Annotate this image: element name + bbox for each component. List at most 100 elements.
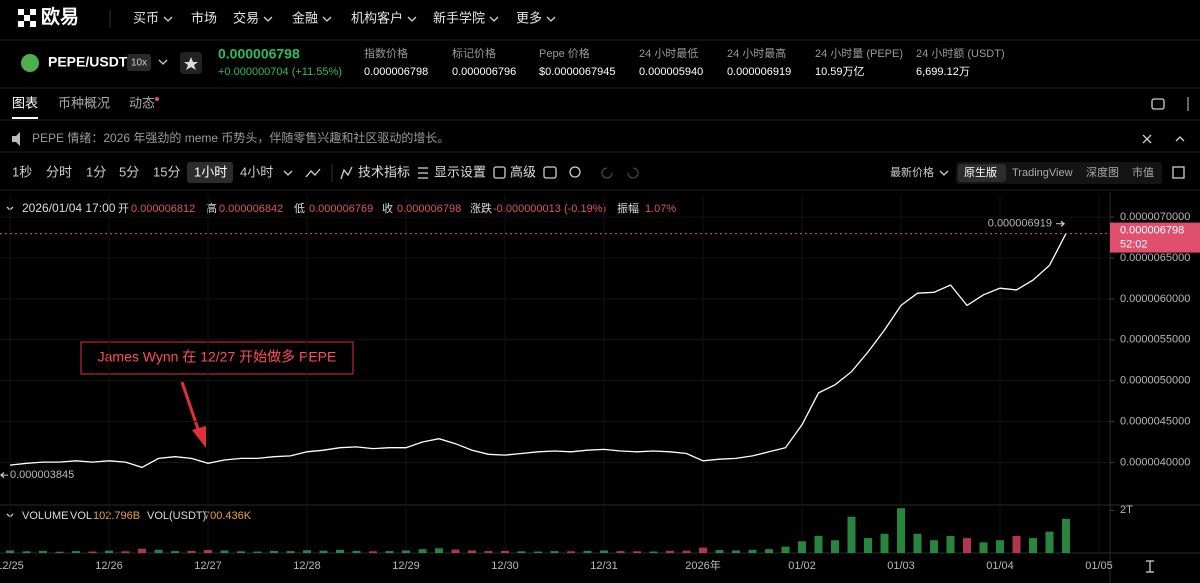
nav-item[interactable]: 买币	[133, 10, 159, 25]
volume-bar	[930, 540, 938, 553]
stat-value: $0.0000067945	[539, 66, 615, 78]
y-tick-label: 0.0000060000	[1120, 293, 1190, 305]
price-change: +0.000000704 (+11.55%)	[218, 66, 342, 78]
interval-dropdown[interactable]	[283, 170, 293, 176]
volume-bar	[55, 551, 64, 553]
nav-item[interactable]: 机构客户	[351, 10, 403, 25]
y-tick-label: 0.0000045000	[1120, 415, 1190, 427]
stat-label: 标记价格	[452, 46, 496, 60]
volume-bar	[501, 550, 509, 553]
x-tick-label: 01/05	[1085, 560, 1113, 572]
leverage-badge	[127, 54, 151, 71]
volume-bar	[550, 551, 559, 553]
x-tick-label: 12/25	[0, 560, 24, 572]
collapse-icon[interactable]	[1175, 136, 1185, 142]
fullscreen-icon[interactable]	[1172, 166, 1185, 179]
volume-bar	[319, 550, 328, 553]
volume-bar	[286, 551, 295, 553]
gear-icon[interactable]	[569, 166, 581, 178]
stat-value: 10.59万亿	[815, 65, 865, 78]
nav-item[interactable]: 金融	[292, 10, 318, 25]
volume-bar	[369, 551, 377, 553]
price-type-dropdown[interactable]	[939, 170, 949, 176]
last-price-box	[1110, 222, 1200, 253]
dropdown-chevron	[263, 16, 273, 22]
nav-item[interactable]: 市场	[191, 10, 217, 25]
volume-bar	[352, 550, 361, 553]
interval[interactable]: 5分	[119, 164, 139, 179]
volume-bar	[633, 551, 641, 553]
legend-label: 振幅	[617, 201, 639, 215]
volume-bar	[567, 551, 575, 553]
interval[interactable]: 1小时	[194, 164, 227, 179]
annotation-arrow	[180, 381, 201, 433]
countdown: 52:02	[1120, 239, 1148, 251]
volume-bar	[402, 550, 410, 553]
view[interactable]: 市值	[1132, 165, 1154, 179]
redo-icon[interactable]	[627, 167, 639, 179]
close-stroke	[1142, 134, 1152, 144]
view[interactable]: 原生版	[964, 165, 997, 179]
high-arrowhead	[1060, 220, 1066, 227]
volume-bar	[303, 550, 311, 553]
pair-dropdown[interactable]	[158, 59, 168, 65]
tab[interactable]: 图表	[12, 95, 38, 110]
volume-bar	[946, 535, 955, 553]
volume-bar	[72, 551, 80, 553]
volume-bar	[138, 548, 146, 553]
price-type[interactable]: 最新价格	[890, 165, 934, 179]
notification-dot	[155, 97, 159, 101]
stat-label: 24 小时最低	[639, 47, 698, 60]
tab[interactable]: 币种概况	[58, 95, 110, 110]
stat-label: 24 小时最高	[727, 46, 786, 60]
volume-bar	[418, 549, 427, 553]
close-notice[interactable]	[1142, 134, 1152, 144]
undo-icon[interactable]	[601, 167, 613, 179]
interval[interactable]: 1分	[86, 164, 106, 179]
volume-bar	[154, 549, 163, 553]
interval[interactable]: 4小时	[240, 164, 273, 179]
price-line	[9, 233, 1067, 469]
tool[interactable]: 显示设置	[434, 164, 486, 179]
logo-square	[30, 21, 36, 27]
nav-item[interactable]: 交易	[233, 10, 259, 25]
indicator-icon	[340, 166, 353, 180]
volume-bar	[847, 516, 856, 553]
volume-bar	[484, 551, 493, 553]
y-tick-label: 0.0000050000	[1120, 375, 1190, 387]
volume-title: VOLUME	[22, 510, 68, 522]
volume-bar	[534, 551, 542, 553]
volume-bar	[880, 533, 889, 553]
tool[interactable]: 高级	[510, 164, 536, 179]
interval[interactable]: 1秒	[12, 164, 32, 179]
x-tick-label: 12/27	[194, 560, 222, 572]
view[interactable]: 深度图	[1086, 165, 1119, 179]
interval[interactable]: 分时	[46, 164, 72, 179]
pair[interactable]: PEPE/USDT	[48, 54, 128, 70]
view[interactable]: TradingView	[1012, 167, 1073, 179]
chart-style-icon[interactable]	[305, 168, 321, 178]
volume-bar	[699, 547, 707, 553]
legend-label: 低	[294, 202, 305, 215]
nav-item[interactable]: 更多	[516, 10, 542, 25]
annotation-arrowhead	[192, 426, 206, 448]
tool[interactable]: 技术指标	[358, 164, 410, 179]
interval[interactable]: 15分	[153, 164, 180, 179]
x-tick-label: 12/29	[392, 560, 420, 572]
x-tick-label: 12/30	[491, 560, 519, 572]
logo-square	[18, 9, 24, 15]
legend-value: 0.000006769	[309, 203, 373, 215]
nav-item[interactable]: 新手学院	[433, 10, 485, 25]
alert-icon[interactable]	[543, 166, 557, 179]
volume-bar	[22, 551, 31, 553]
x-tick-label: 01/02	[788, 560, 816, 572]
layout-icon[interactable]	[1151, 98, 1165, 110]
advanced-icon	[493, 166, 506, 179]
volume-bar	[204, 550, 212, 553]
stat-label: 24 小时额 (USDT)	[916, 47, 1005, 60]
volume-bar	[814, 535, 823, 553]
y-tick-label: 0.0000040000	[1120, 456, 1190, 468]
tab[interactable]: 动态	[129, 95, 155, 110]
volume-legend-label: VOL(USDT)	[147, 510, 206, 522]
logo[interactable]: 欧易	[18, 5, 79, 28]
